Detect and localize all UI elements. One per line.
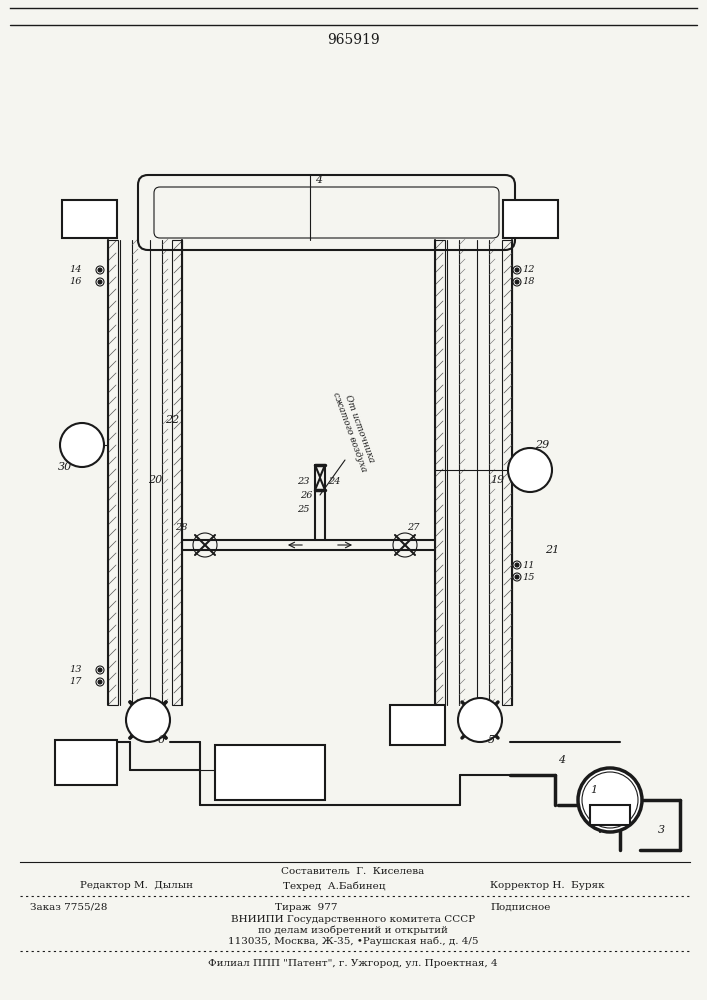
Text: Редактор М.  Дылын: Редактор М. Дылын bbox=[80, 882, 193, 890]
Bar bbox=[172, 240, 182, 705]
Text: Заказ 7755/28: Заказ 7755/28 bbox=[30, 902, 107, 912]
Circle shape bbox=[60, 423, 104, 467]
Text: 30: 30 bbox=[58, 462, 72, 472]
Text: 22: 22 bbox=[165, 415, 180, 425]
Text: 20: 20 bbox=[148, 475, 162, 485]
Text: 13: 13 bbox=[69, 666, 82, 674]
Bar bbox=[590, 805, 630, 825]
Text: 14: 14 bbox=[69, 265, 82, 274]
Text: 24: 24 bbox=[328, 478, 341, 487]
Text: по делам изобретений и открытий: по делам изобретений и открытий bbox=[258, 925, 448, 935]
Text: Составитель  Г.  Киселева: Составитель Г. Киселева bbox=[281, 867, 425, 876]
Text: 113035, Москва, Ж-35, •Раушская наб., д. 4/5: 113035, Москва, Ж-35, •Раушская наб., д.… bbox=[228, 936, 478, 946]
Text: 18: 18 bbox=[522, 277, 534, 286]
Bar bbox=[62, 200, 117, 238]
Circle shape bbox=[513, 561, 521, 569]
Text: 29: 29 bbox=[535, 440, 549, 450]
Text: 25: 25 bbox=[297, 506, 310, 514]
Bar bbox=[502, 240, 512, 705]
Circle shape bbox=[513, 278, 521, 286]
Circle shape bbox=[515, 280, 519, 284]
Circle shape bbox=[578, 768, 642, 832]
Circle shape bbox=[96, 266, 104, 274]
Text: 16: 16 bbox=[69, 277, 82, 286]
Text: 7: 7 bbox=[414, 720, 421, 730]
Text: 21: 21 bbox=[545, 545, 559, 555]
Circle shape bbox=[458, 698, 502, 742]
Text: ВНИИПИ Государственного комитета СССР: ВНИИПИ Государственного комитета СССР bbox=[231, 914, 475, 924]
Text: 4: 4 bbox=[315, 175, 322, 185]
Text: 3: 3 bbox=[658, 825, 665, 835]
Text: Корректор Н.  Буряк: Корректор Н. Буряк bbox=[490, 882, 604, 890]
Text: M: M bbox=[525, 462, 536, 472]
Text: 9: 9 bbox=[83, 758, 90, 768]
Text: 26: 26 bbox=[300, 490, 312, 499]
Circle shape bbox=[98, 668, 102, 672]
Circle shape bbox=[98, 268, 102, 272]
Text: 2: 2 bbox=[285, 785, 292, 795]
Circle shape bbox=[96, 278, 104, 286]
Bar bbox=[55, 740, 117, 785]
Circle shape bbox=[98, 680, 102, 684]
Text: 23: 23 bbox=[297, 478, 310, 487]
Circle shape bbox=[96, 678, 104, 686]
Text: 965919: 965919 bbox=[327, 33, 380, 47]
Text: Тираж  977: Тираж 977 bbox=[275, 902, 337, 912]
Circle shape bbox=[126, 698, 170, 742]
Text: 4: 4 bbox=[558, 755, 565, 765]
Text: От источника
сжатого воздуха: От источника сжатого воздуха bbox=[332, 387, 378, 473]
Circle shape bbox=[513, 573, 521, 581]
Text: Подписное: Подписное bbox=[490, 902, 550, 912]
Circle shape bbox=[508, 448, 552, 492]
Text: 27: 27 bbox=[407, 524, 419, 532]
Circle shape bbox=[515, 575, 519, 579]
Text: M: M bbox=[76, 437, 88, 447]
Text: 6: 6 bbox=[158, 735, 165, 745]
Text: 8: 8 bbox=[527, 214, 534, 224]
Text: 19: 19 bbox=[490, 475, 504, 485]
Text: Филиал ППП "Патент", г. Ужгород, ул. Проектная, 4: Филиал ППП "Патент", г. Ужгород, ул. Про… bbox=[208, 958, 498, 968]
Bar bbox=[503, 200, 558, 238]
Circle shape bbox=[513, 266, 521, 274]
Text: 15: 15 bbox=[522, 572, 534, 582]
Text: 10: 10 bbox=[82, 214, 96, 224]
Text: 1: 1 bbox=[590, 785, 597, 795]
Text: 12: 12 bbox=[522, 265, 534, 274]
Text: Техред  А.Бабинец: Техред А.Бабинец bbox=[283, 881, 385, 891]
Bar bbox=[390, 705, 445, 745]
Text: 11: 11 bbox=[522, 560, 534, 570]
Text: 17: 17 bbox=[69, 678, 82, 686]
Bar bbox=[215, 745, 325, 800]
Circle shape bbox=[98, 280, 102, 284]
Bar bbox=[108, 240, 118, 705]
Circle shape bbox=[515, 563, 519, 567]
Text: 5: 5 bbox=[488, 735, 495, 745]
Text: 28: 28 bbox=[175, 524, 187, 532]
Bar bbox=[435, 240, 445, 705]
Circle shape bbox=[515, 268, 519, 272]
Circle shape bbox=[96, 666, 104, 674]
